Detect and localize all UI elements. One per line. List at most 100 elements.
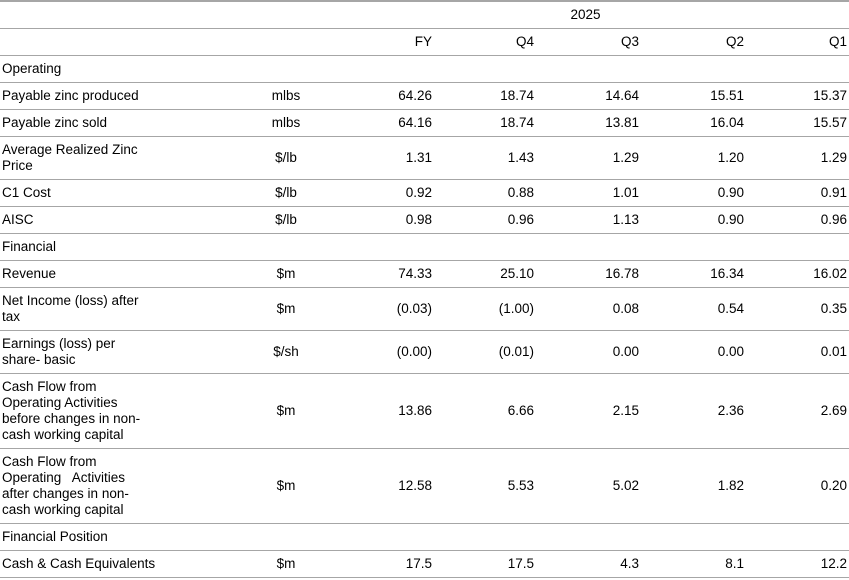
row-unit: $m <box>250 373 322 449</box>
cell-value: 0.91 <box>746 179 849 207</box>
cell-value: 1.31 <box>322 136 434 180</box>
section-header-financial: Financial <box>0 233 849 261</box>
year-header-row: 2025 <box>0 1 849 29</box>
row-label: Average Realized Zinc Price <box>0 136 250 180</box>
empty-cell <box>250 28 322 56</box>
cell-value: 0.92 <box>322 179 434 207</box>
table-row: Earnings (loss) per share- basic $/sh (0… <box>0 330 849 374</box>
cell-value: 25.10 <box>434 260 536 288</box>
cell-value: 13.81 <box>536 109 641 137</box>
cell-value: 0.08 <box>536 287 641 331</box>
year-header: 2025 <box>322 1 849 29</box>
row-unit: $/lb <box>250 206 322 234</box>
cell-value: 1.82 <box>641 448 746 524</box>
table-row: Payable zinc produced mlbs 64.26 18.74 1… <box>0 82 849 110</box>
table-row: Net Income (loss) after tax $m (0.03) (1… <box>0 287 849 331</box>
table-row: Cash Flow from Operating Activities afte… <box>0 448 849 524</box>
row-unit: $m <box>250 448 322 524</box>
cell-value: 0.54 <box>641 287 746 331</box>
cell-value: 14.64 <box>536 82 641 110</box>
cell-value: 13.86 <box>322 373 434 449</box>
row-label: AISC <box>0 206 250 234</box>
cell-value: 0.96 <box>746 206 849 234</box>
empty-cell <box>0 28 250 56</box>
row-unit: $/lb <box>250 179 322 207</box>
cell-value: (0.01) <box>434 330 536 374</box>
table-row: Payable zinc sold mlbs 64.16 18.74 13.81… <box>0 109 849 137</box>
cell-value: 17.5 <box>322 550 434 578</box>
row-unit: $m <box>250 287 322 331</box>
cell-value: 8.1 <box>641 550 746 578</box>
column-header-q3: Q3 <box>536 28 641 56</box>
cell-value: 0.90 <box>641 206 746 234</box>
cell-value: 16.34 <box>641 260 746 288</box>
cell-value: 12.2 <box>746 550 849 578</box>
row-unit: $m <box>250 577 322 580</box>
cell-value: 23.1 <box>746 577 849 580</box>
cell-value: 16.04 <box>641 109 746 137</box>
cell-value: (0.03) <box>322 287 434 331</box>
table-row: Revenue $m 74.33 25.10 16.78 16.34 16.02 <box>0 260 849 288</box>
cell-value: 0.01 <box>746 330 849 374</box>
cell-value: 16.02 <box>746 260 849 288</box>
row-label: Revenue <box>0 260 250 288</box>
cell-value: 64.26 <box>322 82 434 110</box>
section-title: Operating <box>0 55 849 83</box>
column-header-row: FY Q4 Q3 Q2 Q1 <box>0 28 849 56</box>
cell-value: 74.33 <box>322 260 434 288</box>
row-label: Payable zinc produced <box>0 82 250 110</box>
cell-value: 25.1 <box>536 577 641 580</box>
cell-value: 15.51 <box>641 82 746 110</box>
cell-value: 6.66 <box>434 373 536 449</box>
cell-value: 0.35 <box>746 287 849 331</box>
cell-value: 0.98 <box>322 206 434 234</box>
cell-value: 2.69 <box>746 373 849 449</box>
row-unit: mlbs <box>250 109 322 137</box>
row-unit: mlbs <box>250 82 322 110</box>
section-header-financial-position: Financial Position <box>0 523 849 551</box>
cell-value: 18.74 <box>434 82 536 110</box>
row-label: Cash & Cash Equivalents <box>0 550 250 578</box>
table-row: Cash Flow from Operating Activities befo… <box>0 373 849 449</box>
table-row: Average Realized Zinc Price $/lb 1.31 1.… <box>0 136 849 180</box>
empty-cell <box>250 1 322 29</box>
cell-value: 15.37 <box>746 82 849 110</box>
table-row: C1 Cost $/lb 0.92 0.88 1.01 0.90 0.91 <box>0 179 849 207</box>
cell-value: (1.00) <box>434 287 536 331</box>
cell-value: 15.57 <box>746 109 849 137</box>
cell-value: 5.53 <box>434 448 536 524</box>
cell-value: 12.58 <box>322 448 434 524</box>
cell-value: 1.20 <box>641 136 746 180</box>
cell-value: 1.29 <box>746 136 849 180</box>
column-header-q1: Q1 <box>746 28 849 56</box>
section-title: Financial <box>0 233 849 261</box>
cell-value: 24.2 <box>641 577 746 580</box>
cell-value: 0.20 <box>746 448 849 524</box>
row-label: Earnings (loss) per share- basic <box>0 330 250 374</box>
cell-value: 0.96 <box>434 206 536 234</box>
cell-value: 0.90 <box>641 179 746 207</box>
table-row: AISC $/lb 0.98 0.96 1.13 0.90 0.96 <box>0 206 849 234</box>
column-header-fy: FY <box>322 28 434 56</box>
cell-value: 2.15 <box>536 373 641 449</box>
cell-value: (0.00) <box>322 330 434 374</box>
row-unit: $/sh <box>250 330 322 374</box>
cell-value: 1.13 <box>536 206 641 234</box>
row-unit: $m <box>250 550 322 578</box>
row-label: Payable zinc sold <box>0 109 250 137</box>
cell-value: 8.7 <box>322 577 434 580</box>
row-unit: $/lb <box>250 136 322 180</box>
row-label: Net Income (loss) after tax <box>0 287 250 331</box>
empty-cell <box>0 1 250 29</box>
cell-value: 16.78 <box>536 260 641 288</box>
section-header-operating: Operating <box>0 55 849 83</box>
table-row: Net Debt $m 8.7 8.7 25.1 24.2 23.1 <box>0 577 849 580</box>
cell-value: 0.00 <box>641 330 746 374</box>
cell-value: 64.16 <box>322 109 434 137</box>
row-unit: $m <box>250 260 322 288</box>
cell-value: 8.7 <box>434 577 536 580</box>
cell-value: 1.01 <box>536 179 641 207</box>
cell-value: 17.5 <box>434 550 536 578</box>
